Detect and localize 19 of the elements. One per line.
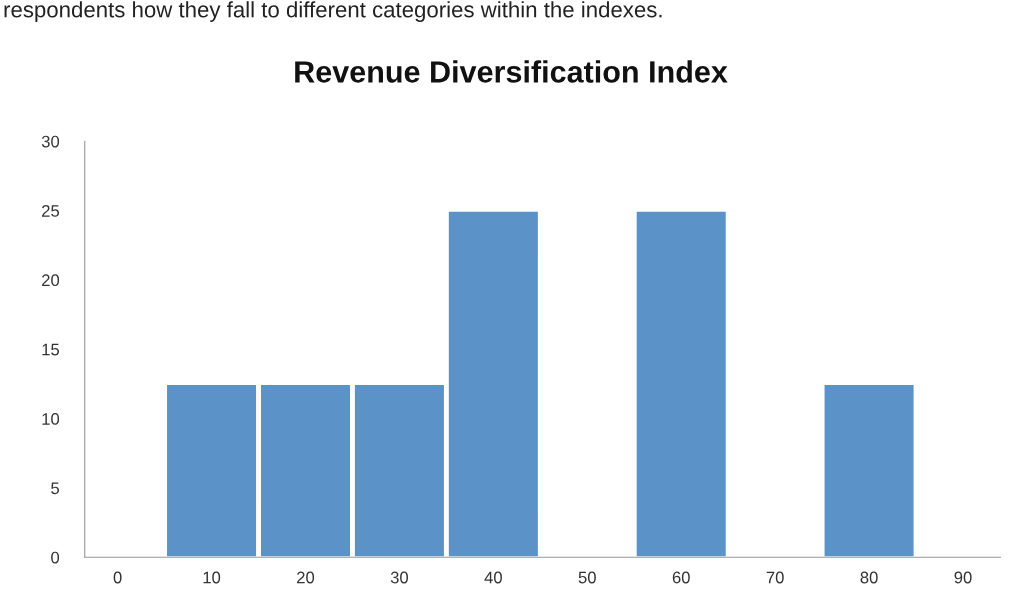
x-tick-label: 10 [203,571,221,584]
chart-title: Revenue Diversification Index [295,60,728,83]
x-tick-label: 50 [578,571,596,584]
y-tick-label: 30 [41,135,60,148]
text: respondents how they fall to different categories within the indexes. [4,1,662,22]
x-tick-label: 80 [860,571,878,584]
x-tick-label: 60 [672,571,690,584]
y-tick-label: 0 [51,551,60,564]
y-tick-label: 10 [42,412,60,425]
y-tick-label: 15 [42,343,60,356]
x-tick-label: 70 [766,571,784,584]
x-tick-label: 90 [954,571,972,584]
y-tick-label: 20 [42,274,60,287]
y-tick-label: 5 [51,482,60,495]
y-tick-label: 25 [42,204,60,217]
x-tick-label: 40 [484,571,502,584]
x-tick-label: 0 [113,571,122,584]
x-tick-label: 20 [297,571,315,584]
x-tick-label: 30 [390,571,409,584]
